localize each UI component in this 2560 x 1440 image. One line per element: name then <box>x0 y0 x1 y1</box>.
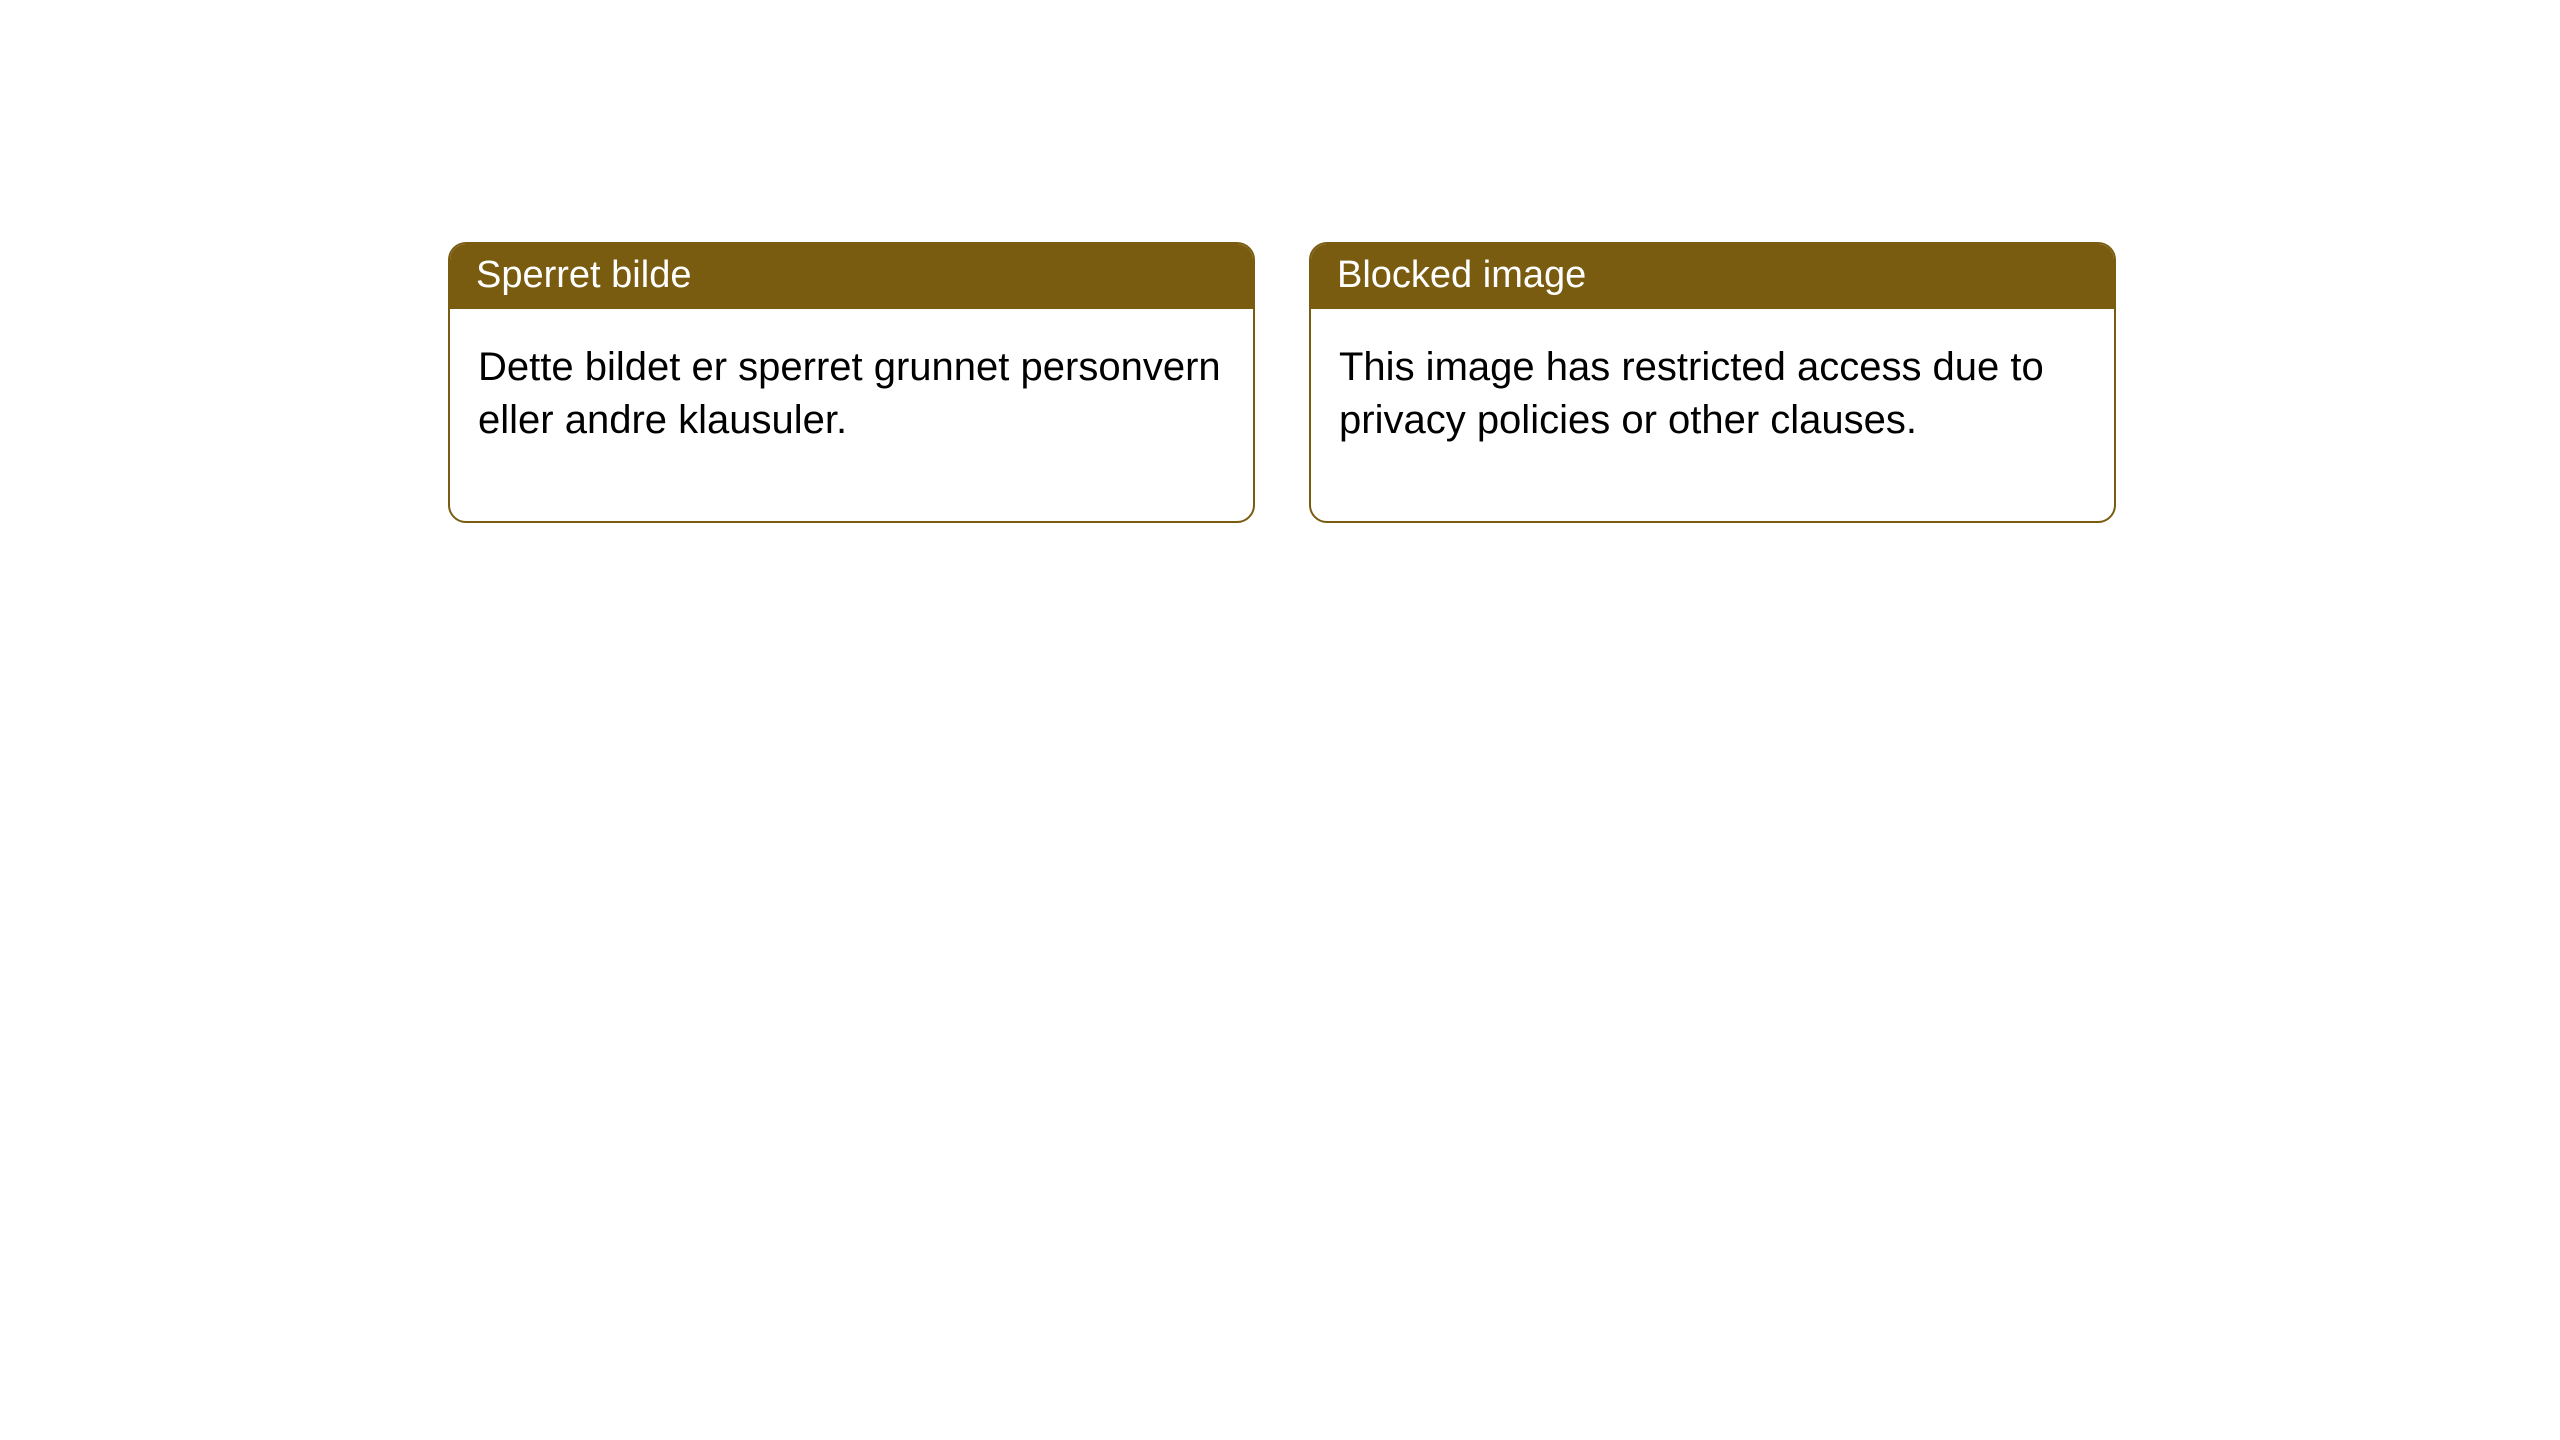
notice-card-container: Sperret bilde Dette bildet er sperret gr… <box>448 242 2116 523</box>
notice-card-norwegian: Sperret bilde Dette bildet er sperret gr… <box>448 242 1255 523</box>
notice-card-title: Sperret bilde <box>450 244 1253 309</box>
notice-card-body: This image has restricted access due to … <box>1311 309 2114 521</box>
notice-card-title: Blocked image <box>1311 244 2114 309</box>
notice-card-body: Dette bildet er sperret grunnet personve… <box>450 309 1253 521</box>
notice-card-english: Blocked image This image has restricted … <box>1309 242 2116 523</box>
